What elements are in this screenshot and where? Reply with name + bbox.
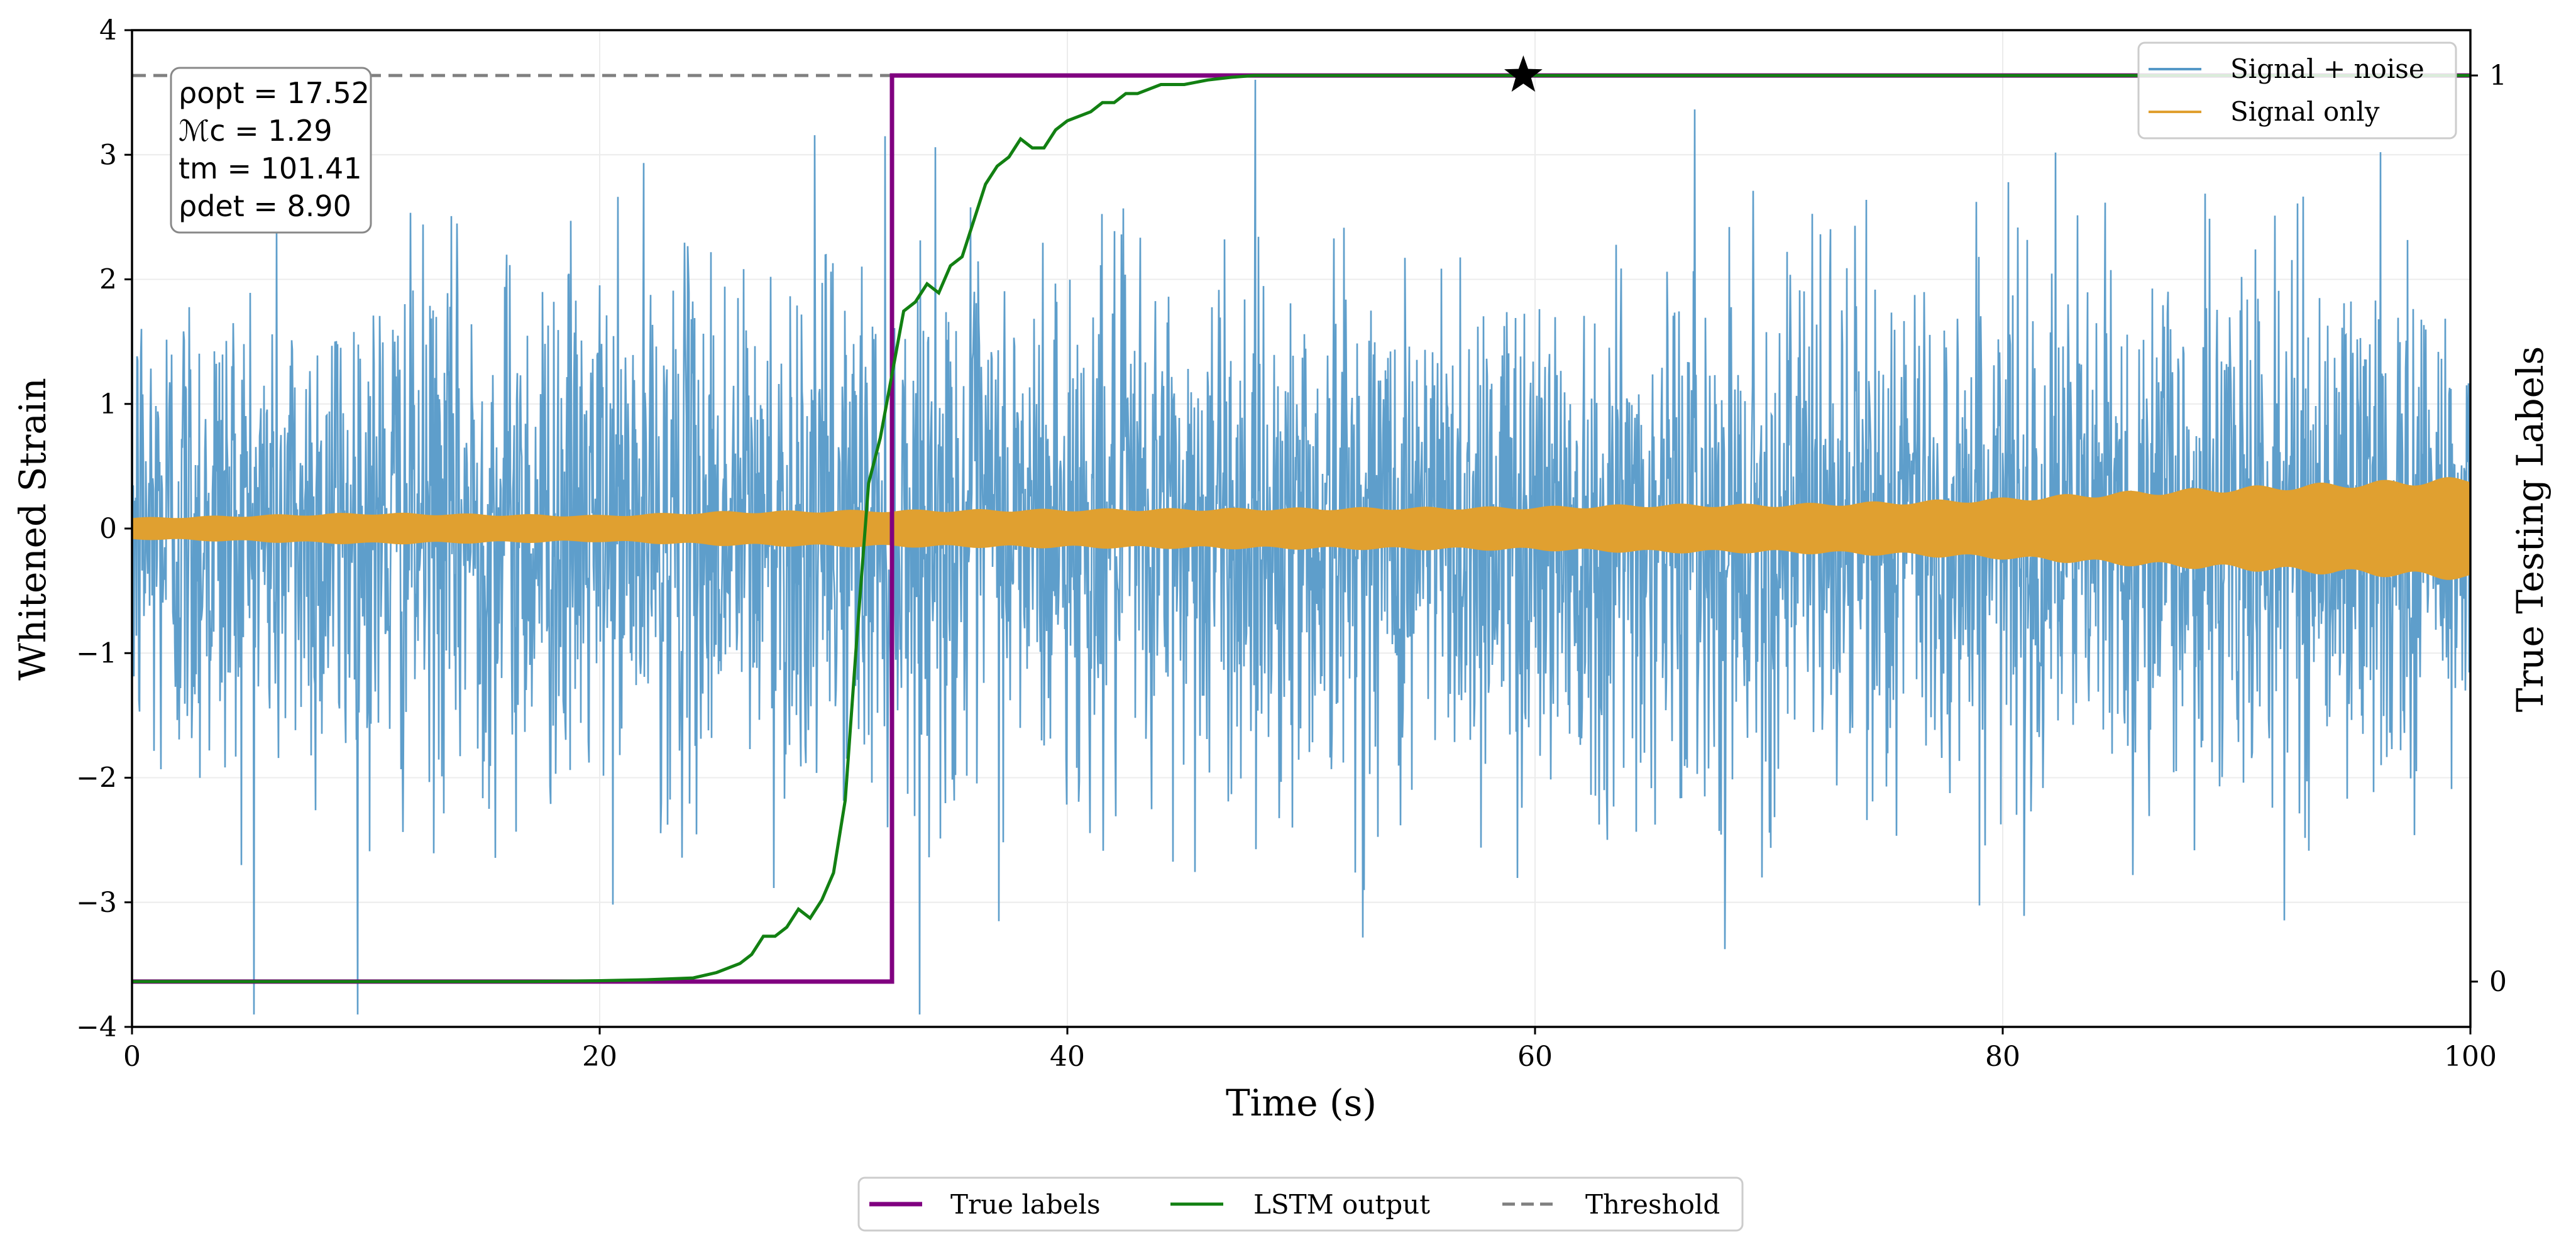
y-axis-ticks: 4 3 2 1 0 −1 −2 −3 −4: [76, 14, 132, 1043]
tm-label: tm = 101.41: [179, 151, 362, 185]
legend-signal-only-label: Signal only: [2230, 96, 2380, 127]
series-lstm-output: [132, 74, 2470, 984]
y-tick-label: −1: [76, 637, 117, 669]
lower-legend: True labels LSTM output Threshold: [857, 1176, 1744, 1232]
x-tick-label: 0: [123, 1041, 141, 1073]
parameter-box-frame: [170, 67, 372, 234]
parameter-box: ρopt = 17.52 ℳc = 1.29 tm = 101.41 ρdet …: [170, 67, 372, 234]
y-tick-label: 4: [99, 14, 117, 47]
y-tick-label: −4: [76, 1011, 117, 1043]
rho-opt-label: ρopt = 17.52: [179, 76, 370, 110]
y-right-tick-label: 0: [2489, 966, 2507, 998]
series-signal-only: [132, 477, 2470, 580]
legend-true-labels-label: True labels: [950, 1189, 1101, 1220]
series-signal-plus-noise: [132, 79, 2470, 1015]
x-tick-label: 40: [1050, 1041, 1085, 1073]
legend-lstm-output-label: LSTM output: [1253, 1189, 1430, 1220]
upper-legend-frame: [2137, 41, 2457, 140]
y-right-tick-label: 1: [2489, 60, 2507, 92]
y-tick-label: 3: [99, 139, 117, 171]
legend-signal-noise-label: Signal + noise: [2230, 53, 2425, 84]
x-tick-label: 100: [2444, 1041, 2497, 1073]
y-tick-label: 2: [99, 264, 117, 296]
y-right-axis-title: True Testing Labels: [2509, 346, 2551, 712]
detection-star-marker: [1504, 55, 1543, 92]
x-tick-label: 60: [1517, 1041, 1553, 1073]
y-tick-label: −2: [76, 762, 117, 794]
y-tick-label: 1: [99, 388, 117, 420]
y-tick-label: −3: [76, 887, 117, 919]
lower-legend-frame: [857, 1176, 1744, 1232]
x-axis-title: Time (s): [1226, 1082, 1377, 1124]
mchirp-label: ℳc = 1.29: [179, 114, 333, 148]
rho-det-label: ρdet = 8.90: [179, 189, 351, 223]
x-axis-ticks: 0 20 40 60 80 100: [123, 1027, 2497, 1073]
y-axis-title: Whitened Strain: [11, 378, 54, 681]
y-tick-label: 0: [99, 513, 117, 545]
y-right-axis-ticks: 10: [2470, 60, 2507, 998]
x-tick-label: 20: [582, 1041, 617, 1073]
legend-threshold-label: Threshold: [1585, 1189, 1720, 1220]
x-tick-label: 80: [1985, 1041, 2020, 1073]
upper-legend: Signal + noise Signal only: [2137, 41, 2457, 140]
